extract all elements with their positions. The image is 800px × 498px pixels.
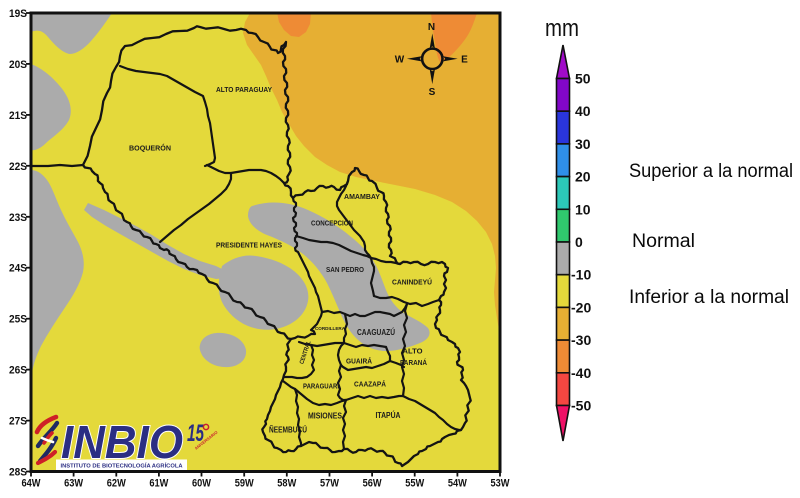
svg-text:30: 30 [575, 136, 591, 152]
svg-text:ÑEEMBUCÚ: ÑEEMBUCÚ [269, 426, 307, 435]
svg-text:Normal: Normal [632, 231, 695, 252]
svg-text:Inferior a la normal: Inferior a la normal [629, 287, 789, 308]
svg-text:20: 20 [575, 169, 591, 185]
svg-text:23S: 23S [9, 212, 27, 224]
svg-text:ITAPÚA: ITAPÚA [376, 411, 401, 420]
svg-text:54W: 54W [448, 478, 468, 490]
svg-text:60W: 60W [192, 478, 212, 490]
svg-text:50: 50 [575, 71, 591, 87]
svg-text:-20: -20 [571, 299, 591, 315]
svg-text:57W: 57W [320, 478, 340, 490]
svg-text:27S: 27S [9, 416, 27, 428]
svg-text:28S: 28S [9, 467, 27, 479]
svg-text:40: 40 [575, 103, 591, 119]
svg-text:15: 15 [187, 420, 204, 447]
svg-text:-10: -10 [571, 267, 591, 283]
svg-text:SAN PEDRO: SAN PEDRO [326, 265, 364, 274]
svg-text:PARANÁ: PARANÁ [400, 358, 427, 367]
svg-text:GUAIRÁ: GUAIRÁ [346, 357, 373, 366]
svg-text:S: S [429, 87, 436, 98]
svg-text:PRESIDENTE HAYES: PRESIDENTE HAYES [216, 241, 282, 250]
svg-text:CANINDEYÚ: CANINDEYÚ [392, 278, 432, 287]
svg-text:25S: 25S [9, 314, 27, 326]
svg-text:55W: 55W [405, 478, 425, 490]
svg-text:ALTO: ALTO [403, 347, 423, 356]
svg-text:26S: 26S [9, 365, 27, 377]
svg-text:64W: 64W [22, 478, 42, 490]
svg-text:-50: -50 [571, 398, 591, 414]
svg-text:mm: mm [545, 15, 579, 42]
svg-text:24S: 24S [9, 263, 27, 275]
svg-text:59W: 59W [235, 478, 255, 490]
svg-text:-30: -30 [571, 332, 591, 348]
svg-text:10: 10 [575, 201, 591, 217]
svg-text:-40: -40 [571, 365, 591, 381]
svg-text:CAAGUAZÚ: CAAGUAZÚ [357, 328, 395, 337]
svg-text:N: N [428, 22, 435, 33]
svg-text:56W: 56W [363, 478, 383, 490]
svg-text:E: E [461, 54, 468, 65]
svg-text:20S: 20S [9, 59, 27, 71]
svg-text:19S: 19S [9, 8, 27, 20]
svg-text:INSTITUTO DE BIOTECNOLOGÍA AGR: INSTITUTO DE BIOTECNOLOGÍA AGRÍCOLA [61, 462, 183, 470]
svg-text:61W: 61W [149, 478, 169, 490]
svg-text:W: W [395, 54, 405, 65]
svg-text:PARAGUARÍ: PARAGUARÍ [303, 382, 340, 391]
svg-text:ALTO PARAGUAY: ALTO PARAGUAY [216, 85, 272, 94]
svg-text:CONCEPCIÓN: CONCEPCIÓN [311, 219, 353, 228]
svg-text:CAAZAPÁ: CAAZAPÁ [354, 380, 387, 389]
svg-text:AMAMBAY: AMAMBAY [344, 192, 380, 201]
svg-text:0: 0 [575, 234, 583, 250]
svg-text:MISIONES: MISIONES [308, 412, 342, 421]
svg-text:CORDILLERA: CORDILLERA [315, 326, 346, 332]
svg-text:58W: 58W [277, 478, 297, 490]
svg-text:22S: 22S [9, 161, 27, 173]
svg-text:53W: 53W [491, 478, 511, 490]
svg-text:21S: 21S [9, 110, 27, 122]
svg-text:Superior a la normal: Superior a la normal [629, 161, 793, 182]
svg-text:62W: 62W [107, 478, 127, 490]
svg-text:BOQUERÓN: BOQUERÓN [129, 144, 171, 153]
svg-text:63W: 63W [64, 478, 84, 490]
